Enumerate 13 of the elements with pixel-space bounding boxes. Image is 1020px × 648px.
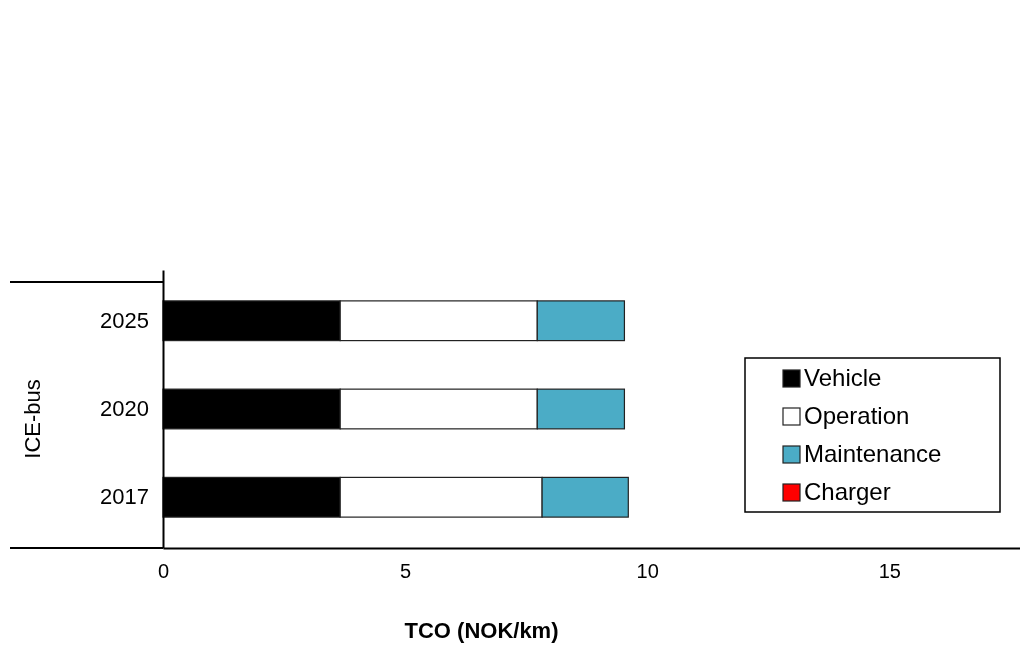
x-tick-label: 0 — [157, 560, 170, 583]
x-tick-label: 15 — [878, 560, 901, 583]
legend-label: Maintenance — [804, 440, 942, 467]
legend-label: Operation — [804, 402, 910, 429]
legend-label: Vehicle — [804, 364, 882, 391]
y-tick-label: 2017 — [100, 484, 149, 510]
y-tick-label: 2020 — [100, 396, 149, 422]
x-axis-title: TCO (NOK/km) — [404, 618, 559, 643]
x-tick-label: 5 — [400, 560, 412, 583]
y-axis-title: ICE-bus — [20, 379, 45, 459]
x-tick-label: 10 — [636, 560, 659, 583]
y-tick-label: 2025 — [100, 307, 149, 333]
legend-label: Charger — [804, 478, 891, 505]
